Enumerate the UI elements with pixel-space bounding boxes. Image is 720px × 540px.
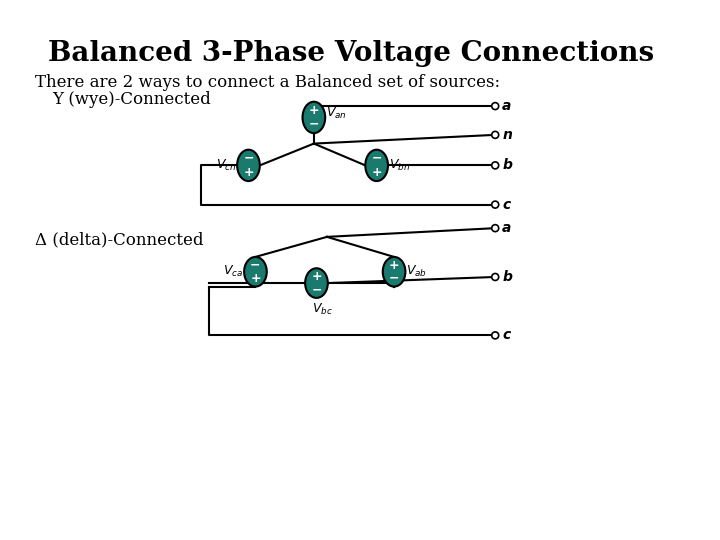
- Text: +: +: [389, 259, 400, 272]
- Text: +: +: [243, 166, 253, 179]
- Text: $V_{ab}$: $V_{ab}$: [406, 264, 428, 279]
- Text: $V_{bc}$: $V_{bc}$: [312, 302, 333, 317]
- Text: There are 2 ways to connect a Balanced set of sources:: There are 2 ways to connect a Balanced s…: [35, 74, 500, 91]
- Text: +: +: [311, 270, 322, 283]
- Text: $V_{bn}$: $V_{bn}$: [389, 158, 410, 173]
- Text: Δ (delta)-Connected: Δ (delta)-Connected: [35, 231, 203, 248]
- Text: n: n: [502, 128, 512, 142]
- Text: c: c: [502, 198, 510, 212]
- Circle shape: [492, 131, 499, 138]
- Circle shape: [492, 103, 499, 110]
- Ellipse shape: [302, 102, 325, 133]
- Text: +: +: [309, 104, 319, 117]
- Circle shape: [492, 273, 499, 280]
- Text: −: −: [309, 118, 319, 131]
- Circle shape: [492, 201, 499, 208]
- Text: $V_{cn}$: $V_{cn}$: [216, 158, 236, 173]
- Text: c: c: [502, 328, 510, 342]
- Circle shape: [492, 162, 499, 169]
- Text: Balanced 3-Phase Voltage Connections: Balanced 3-Phase Voltage Connections: [48, 40, 654, 68]
- Text: +: +: [372, 166, 382, 179]
- Text: b: b: [502, 270, 512, 284]
- Text: −: −: [250, 259, 261, 272]
- Text: −: −: [243, 152, 253, 165]
- Text: a: a: [502, 221, 511, 235]
- Text: $V_{ca}$: $V_{ca}$: [223, 264, 243, 279]
- Ellipse shape: [244, 257, 267, 287]
- Circle shape: [492, 332, 499, 339]
- Text: −: −: [372, 152, 382, 165]
- Text: −: −: [311, 283, 322, 296]
- Text: $V_{an}$: $V_{an}$: [326, 105, 347, 120]
- Text: −: −: [389, 272, 400, 285]
- Ellipse shape: [383, 257, 405, 287]
- Text: a: a: [502, 99, 511, 113]
- Ellipse shape: [237, 150, 260, 181]
- Circle shape: [492, 225, 499, 232]
- Text: b: b: [502, 158, 512, 172]
- Text: +: +: [250, 272, 261, 285]
- Text: Y (wye)-Connected: Y (wye)-Connected: [53, 91, 211, 109]
- Ellipse shape: [365, 150, 388, 181]
- Ellipse shape: [305, 268, 328, 298]
